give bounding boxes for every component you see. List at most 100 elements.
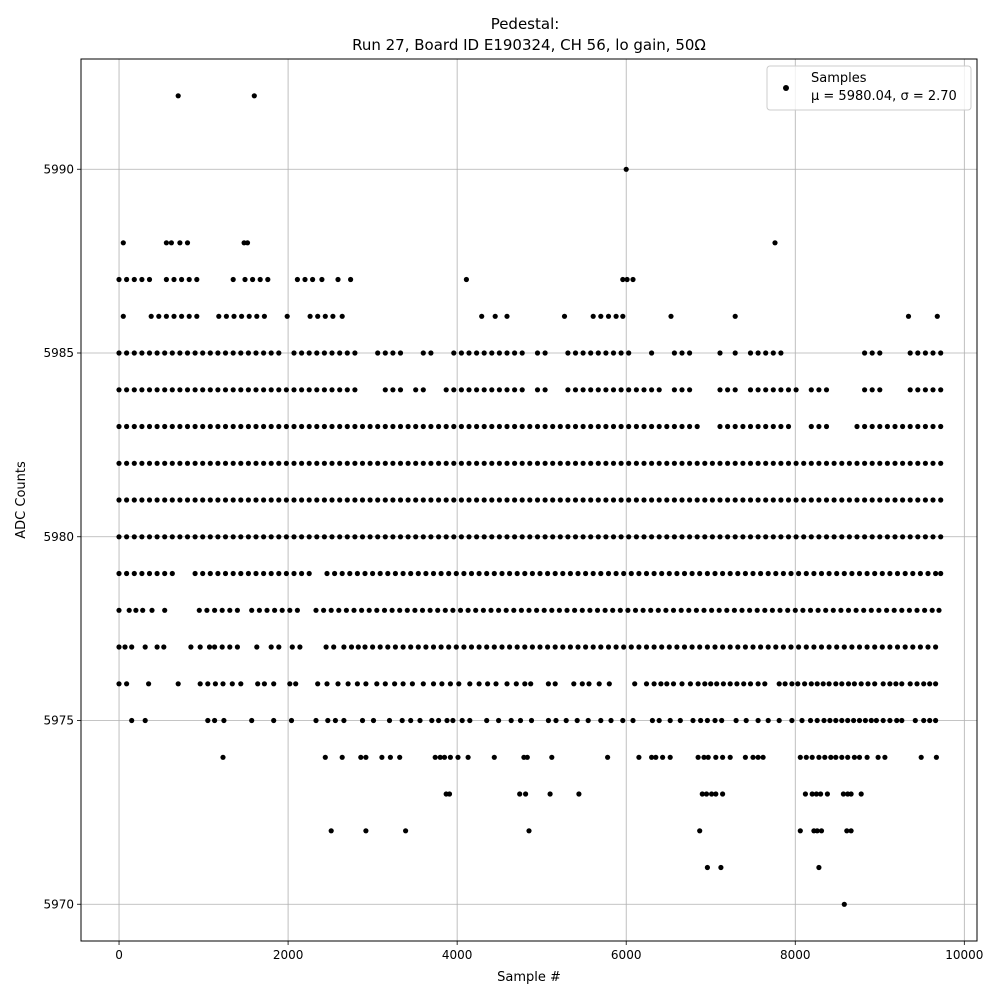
sample-point [485,681,491,687]
sample-point [797,754,803,760]
sample-point [131,423,137,430]
sample-point [299,423,305,430]
sample-point [877,350,883,356]
sample-point [408,644,414,650]
sample-point [809,754,815,760]
sample-point [458,350,464,356]
sample-point [390,460,396,466]
sample-point [184,497,191,503]
sample-point [811,644,817,650]
sample-point [439,681,445,687]
sample-point [184,350,191,356]
sample-point [580,534,586,540]
sample-point [354,681,360,687]
sample-point [720,791,726,797]
sample-point [686,607,692,613]
sample-point [803,754,809,760]
sample-point [436,460,442,466]
sample-point [156,313,162,319]
sample-point [177,460,183,466]
sample-point [818,791,824,797]
sample-point [124,276,130,283]
sample-point [884,460,891,466]
sample-point [560,644,566,650]
sample-point [641,387,647,393]
sample-point [856,570,863,577]
sample-point [146,534,153,540]
sample-point [223,313,229,319]
sample-point [712,717,718,724]
sample-point [610,460,617,466]
sample-point [872,644,878,650]
sample-point [648,607,654,613]
sample-point [299,387,305,393]
sample-point [432,754,438,760]
sample-point [476,570,482,577]
sample-point [894,644,901,650]
sample-point [677,717,683,724]
sample-point [168,240,174,246]
sample-point [511,534,518,540]
sample-point [496,460,502,466]
sample-point [261,460,267,466]
sample-point [291,423,297,430]
sample-point [605,570,612,577]
sample-point [670,607,677,613]
sample-point [192,350,198,356]
sample-point [732,497,738,503]
sample-point [542,534,548,540]
sample-point [370,644,376,650]
sample-point [215,497,221,503]
sample-point [808,497,814,503]
sample-point [747,387,754,393]
sample-point [179,276,185,283]
sample-point [261,423,267,430]
sample-point [528,681,534,687]
sample-point [284,313,290,319]
sample-point [457,607,464,613]
sample-point [359,534,366,540]
sample-point [306,460,312,466]
sample-point [379,754,385,760]
sample-point [283,570,289,577]
sample-point [238,423,244,430]
sample-point [875,754,881,760]
sample-point [146,460,153,466]
sample-point [698,717,704,724]
sample-point [313,717,319,724]
sample-point [854,460,860,466]
sample-point [892,534,898,540]
sample-point [818,570,825,577]
sample-point [473,607,479,613]
sample-point [154,534,160,540]
sample-point [851,681,858,687]
sample-point [397,497,404,503]
sample-point [528,717,535,724]
sample-point [321,534,327,540]
sample-point [636,570,642,577]
sample-point [397,607,403,613]
sample-point [801,460,807,466]
sample-point [245,570,251,577]
sample-point [131,497,137,503]
sample-point [879,644,885,650]
sample-point [116,423,122,430]
sample-point [154,387,160,393]
sample-point [938,460,944,466]
sample-point [339,570,345,577]
sample-point [656,423,662,430]
sample-point [321,350,327,356]
sample-point [129,644,135,650]
sample-point [830,607,836,613]
sample-point [641,497,647,503]
sample-point [922,497,929,503]
sample-point [272,607,278,613]
sample-point [359,607,365,613]
sample-point [375,423,381,430]
sample-point [276,497,282,503]
sample-point [291,460,297,466]
sample-point [503,607,509,613]
sample-point [649,423,655,430]
sample-point [725,423,731,430]
sample-point [124,423,130,430]
